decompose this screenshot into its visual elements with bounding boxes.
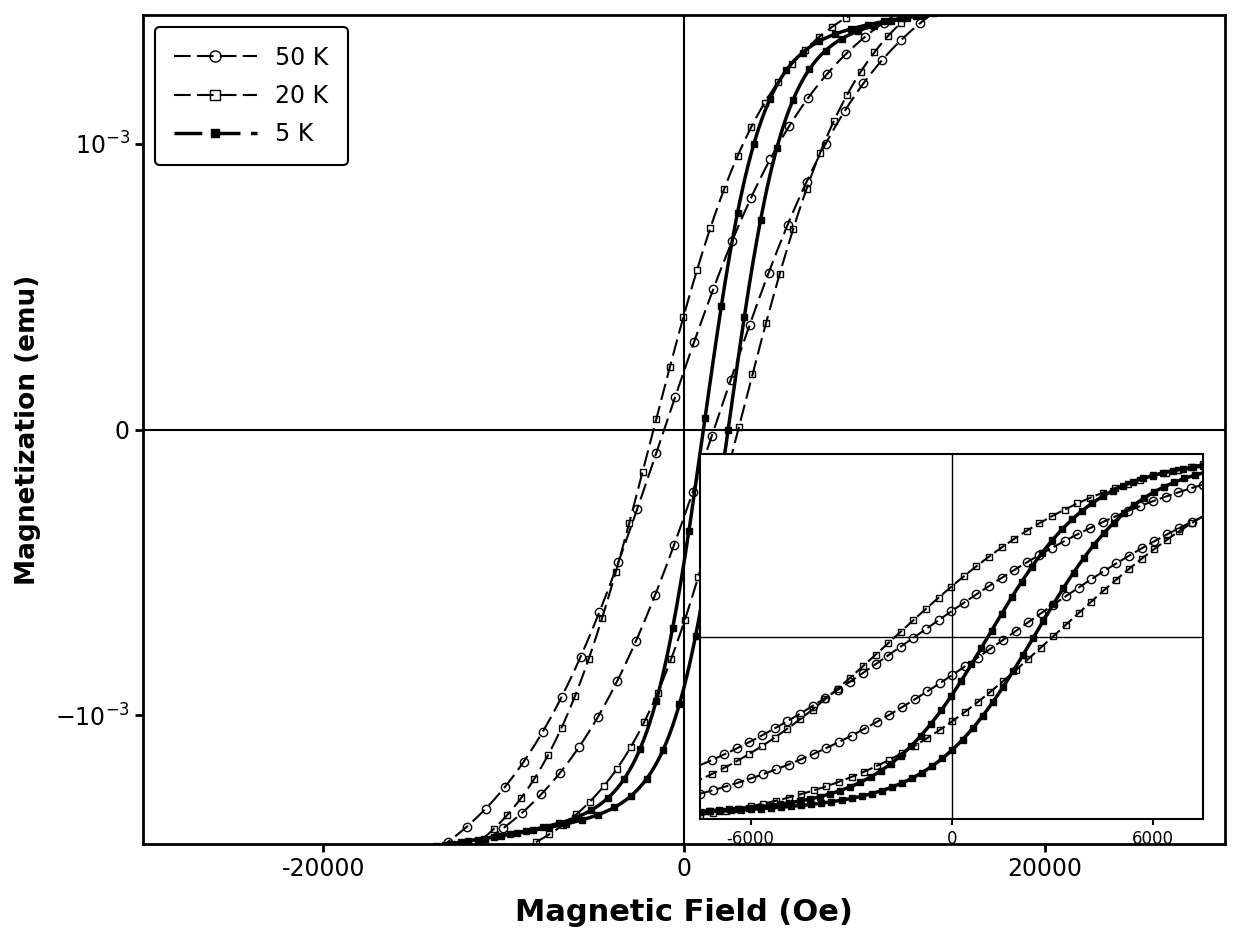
Legend: 50 K, 20 K, 5 K: 50 K, 20 K, 5 K bbox=[155, 26, 347, 165]
X-axis label: Magnetic Field (Oe): Magnetic Field (Oe) bbox=[515, 898, 853, 927]
Y-axis label: Magnetization (emu): Magnetization (emu) bbox=[15, 274, 41, 585]
